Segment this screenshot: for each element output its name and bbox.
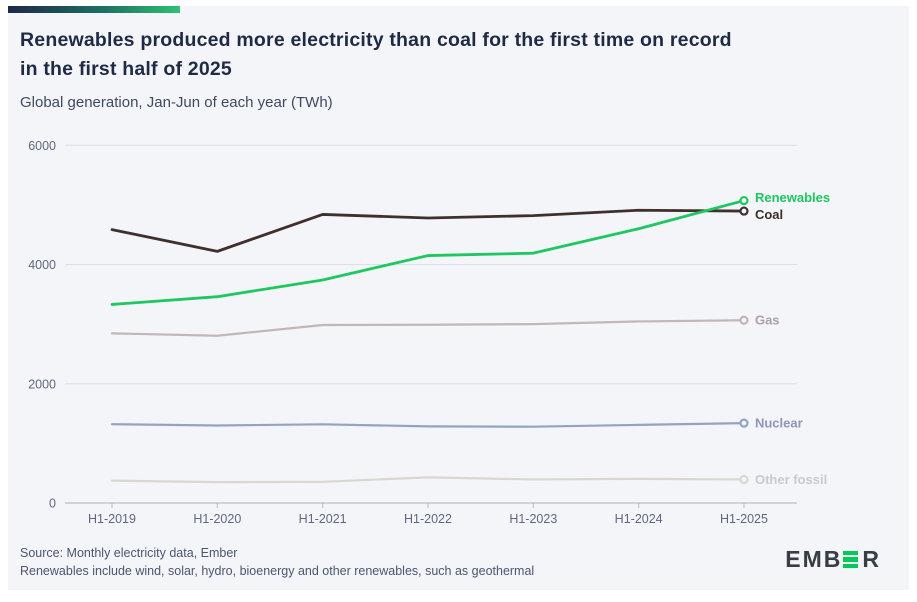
series-label-renewables: Renewables — [755, 190, 830, 205]
renewables-note: Renewables include wind, solar, hydro, b… — [20, 564, 535, 579]
series-line-nuclear — [110, 422, 746, 428]
series-line-gas — [110, 319, 746, 337]
series-line-other-fossil — [110, 476, 746, 484]
y-tick-label: 4000 — [28, 258, 56, 272]
end-marker-nuclear — [739, 418, 749, 428]
chart-card: Renewables produced more electricity tha… — [8, 6, 909, 590]
end-marker-other-fossil — [739, 474, 749, 485]
x-tick-label: H1-2020 — [193, 512, 241, 526]
chart-subtitle: Global generation, Jan-Jun of each year … — [20, 94, 333, 111]
series-label-other-fossil: Other fossil — [755, 472, 827, 487]
series-line-renewables — [110, 199, 746, 306]
footer: Source: Monthly electricity data, Ember … — [20, 544, 534, 580]
y-tick-label: 2000 — [28, 377, 56, 391]
accent-gradient-bar — [8, 6, 180, 13]
x-tick-label: H1-2025 — [720, 512, 768, 526]
chart-title-line2: in the first half of 2025 — [20, 57, 232, 80]
series-label-coal: Coal — [755, 207, 783, 222]
series-label-gas: Gas — [755, 313, 780, 328]
y-tick-label: 6000 — [28, 139, 56, 153]
x-tick-label: H1-2019 — [88, 512, 136, 526]
x-tick-label: H1-2024 — [615, 512, 663, 526]
x-tick-label: H1-2021 — [299, 512, 347, 526]
x-tick-label: H1-2022 — [404, 512, 452, 526]
logo-text-r: R — [862, 546, 881, 572]
ember-logo: EMB R — [785, 548, 881, 571]
x-tick-label: H1-2023 — [509, 512, 557, 526]
end-marker-coal — [739, 206, 749, 216]
series-label-nuclear: Nuclear — [755, 416, 803, 431]
source-note: Source: Monthly electricity data, Ember — [20, 546, 238, 560]
end-marker-gas — [739, 315, 749, 325]
series-line-coal — [110, 208, 746, 253]
logo-green-e-icon — [843, 551, 859, 568]
chart-title: Renewables produced more electricity tha… — [20, 26, 890, 84]
y-tick-label: 0 — [49, 497, 56, 511]
chart-svg: 0 2000 4000 6000 H1-2019 H1-2020 H1-2021 H1-202… — [28, 139, 830, 526]
chart-title-line1: Renewables produced more electricity tha… — [20, 29, 732, 51]
logo-text-emb: EMB — [785, 546, 843, 572]
end-marker-renewables — [739, 195, 749, 206]
